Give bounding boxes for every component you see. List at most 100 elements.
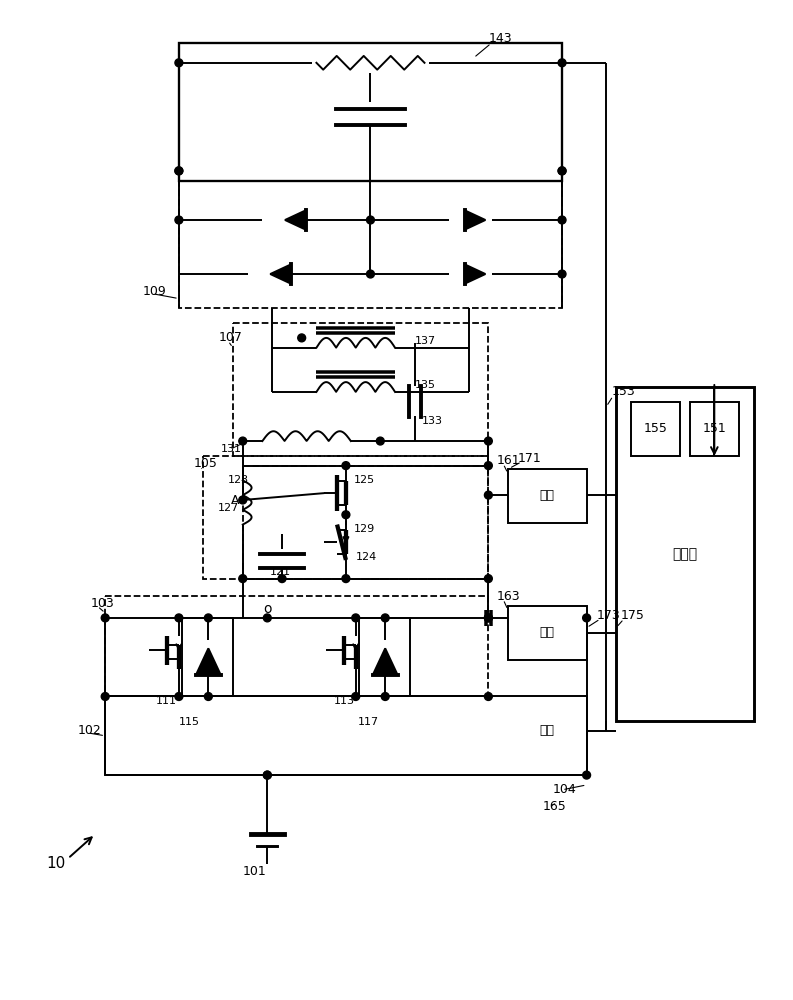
Circle shape [366,270,374,278]
Bar [233,323,488,456]
Polygon shape [373,648,397,675]
Circle shape [558,59,566,67]
Circle shape [102,614,109,622]
Circle shape [485,614,492,622]
Circle shape [175,693,183,700]
Circle shape [175,59,183,67]
Polygon shape [270,264,291,284]
Text: 175: 175 [621,609,645,622]
Circle shape [485,614,492,622]
Text: 103: 103 [90,597,114,610]
Bar [243,466,488,579]
Text: 109: 109 [143,285,167,298]
Text: A: A [231,493,239,506]
Text: 驱动: 驱动 [540,626,555,639]
Circle shape [175,216,183,224]
Text: 驱动: 驱动 [540,489,555,502]
Text: 171: 171 [518,452,542,465]
Circle shape [175,614,183,622]
Circle shape [352,693,360,700]
Text: 125: 125 [354,475,375,485]
Text: 143: 143 [488,32,512,45]
Text: 131: 131 [221,444,242,454]
Bar [616,387,753,721]
Circle shape [381,693,389,700]
Circle shape [102,693,109,700]
Text: 111: 111 [156,696,178,706]
Circle shape [297,334,305,342]
Circle shape [485,575,492,583]
Circle shape [366,216,374,224]
Bar [690,402,739,456]
Text: 161: 161 [496,454,520,467]
Circle shape [278,575,286,583]
Text: 121: 121 [270,567,291,577]
Text: 驱动: 驱动 [540,724,555,737]
Text: 133: 133 [422,416,442,426]
Text: 137: 137 [415,336,436,346]
Text: 173: 173 [596,609,620,622]
Bar [358,618,410,696]
Circle shape [485,462,492,470]
Polygon shape [465,264,485,284]
Circle shape [263,771,271,779]
Circle shape [377,437,385,445]
Circle shape [263,614,271,622]
Circle shape [239,575,247,583]
Bar [508,704,587,758]
Circle shape [342,511,350,519]
Circle shape [583,771,591,779]
Text: 113: 113 [334,696,355,706]
Circle shape [175,167,183,175]
Text: 163: 163 [496,590,520,603]
Polygon shape [465,210,485,230]
Text: 115: 115 [179,717,200,727]
Text: 124: 124 [356,552,377,562]
Circle shape [175,167,183,175]
Circle shape [558,167,566,175]
Bar [179,43,562,181]
Text: 104: 104 [552,783,576,796]
Text: 控制器: 控制器 [672,547,697,561]
Text: 129: 129 [354,524,375,534]
Text: 151: 151 [703,422,726,435]
Bar [105,696,587,775]
Circle shape [558,216,566,224]
Text: o: o [263,602,271,616]
Bar [508,606,587,660]
Text: 153: 153 [611,385,635,398]
Text: 155: 155 [643,422,668,435]
Circle shape [381,614,389,622]
Circle shape [352,614,360,622]
Bar [204,456,488,579]
Text: 101: 101 [243,865,266,878]
Text: 123: 123 [228,475,249,485]
Circle shape [205,614,213,622]
Bar [508,469,587,523]
Circle shape [239,437,247,445]
Text: 105: 105 [193,457,217,470]
Circle shape [485,491,492,499]
Text: 10: 10 [47,856,66,871]
Polygon shape [285,210,305,230]
Circle shape [485,693,492,700]
Bar [630,402,680,456]
Text: 165: 165 [542,800,566,813]
Text: 127: 127 [218,503,239,513]
Bar [182,618,233,696]
Circle shape [239,496,247,504]
Circle shape [342,462,350,470]
Circle shape [583,614,591,622]
Circle shape [263,771,271,779]
Bar [105,596,488,706]
Text: 117: 117 [358,717,379,727]
Text: 135: 135 [415,380,435,390]
Circle shape [558,167,566,175]
Polygon shape [196,648,220,675]
Circle shape [342,575,350,583]
Text: 107: 107 [218,331,242,344]
Circle shape [558,270,566,278]
Circle shape [205,693,213,700]
Circle shape [485,437,492,445]
Bar [179,181,562,308]
